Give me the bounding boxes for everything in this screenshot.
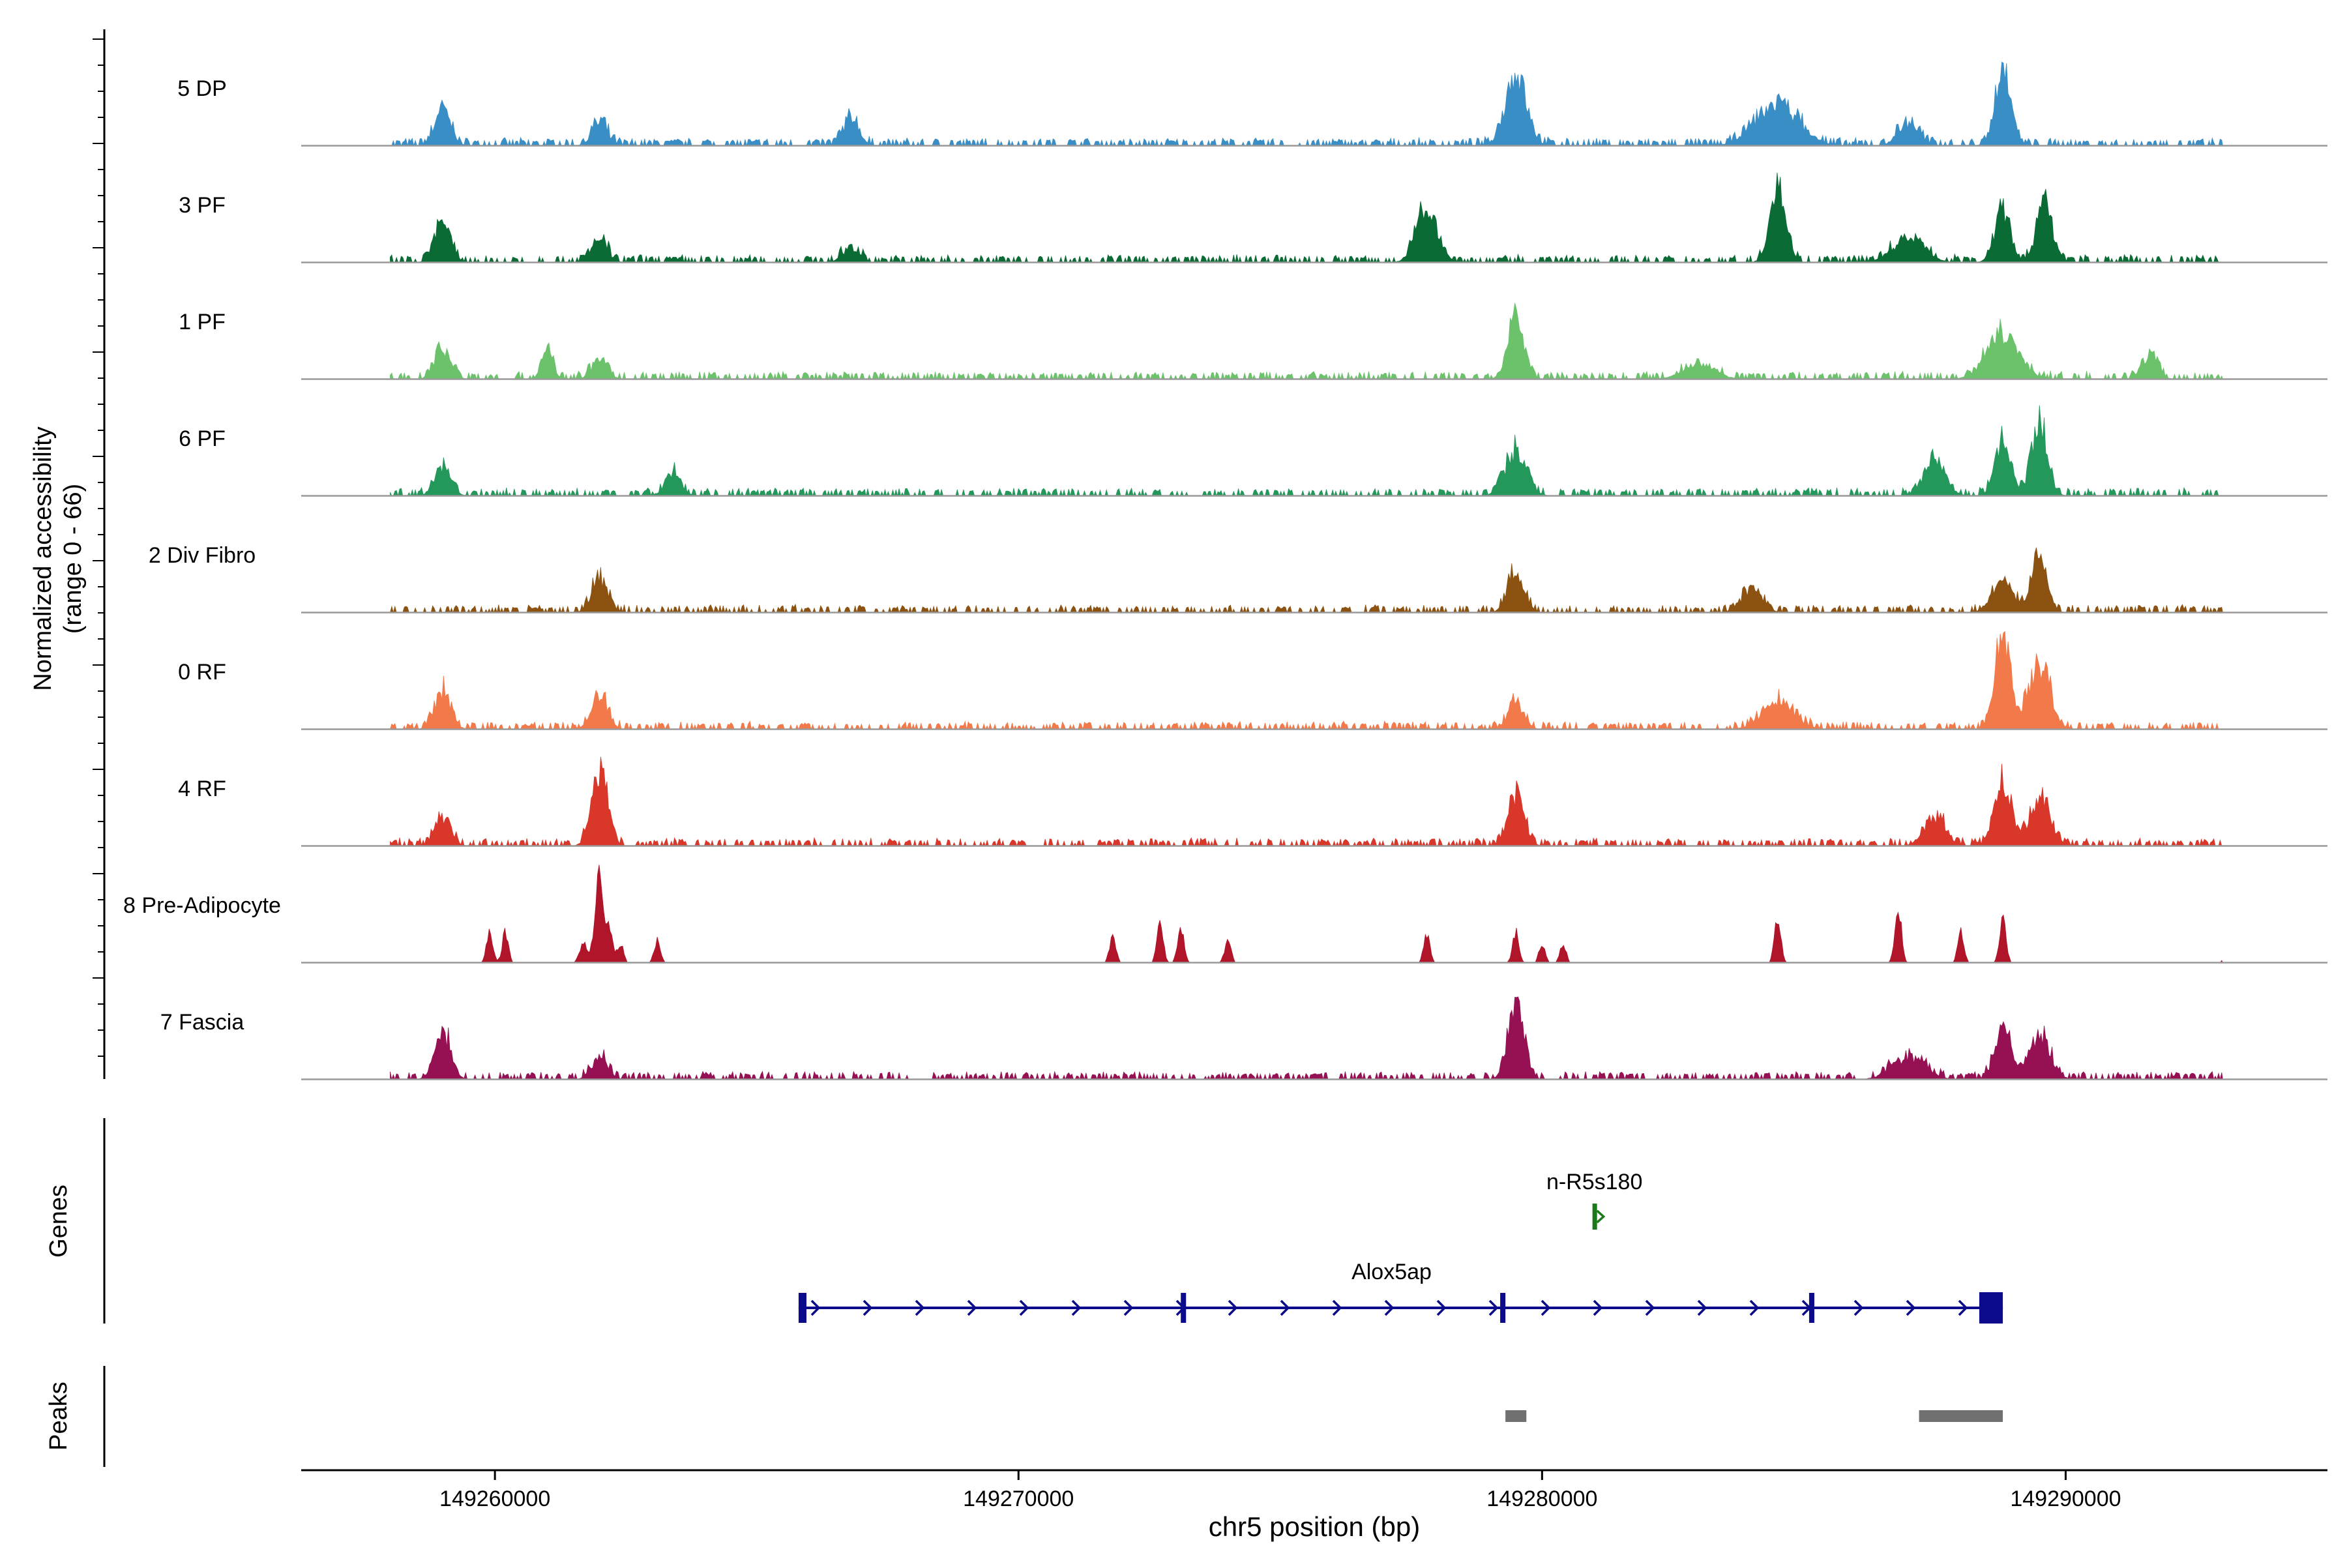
x-axis-label: chr5 position (bp) [1209, 1511, 1421, 1542]
x-tick-label: 149260000 [439, 1487, 550, 1511]
track-5: 2 Div Fibro [149, 543, 2327, 614]
track-label: 2 Div Fibro [149, 543, 256, 568]
strand-arrow [1749, 1299, 1760, 1316]
track-1: 5 DP [177, 61, 2327, 147]
track-label: 4 RF [178, 777, 226, 801]
track-6: 0 RF [178, 630, 2327, 731]
strand-arrow [1488, 1299, 1499, 1316]
y-axis-ticks [93, 38, 104, 1057]
x-axis-ticks: 149260000 149270000 149280000 149290000 [439, 1470, 2121, 1511]
track-4: 6 PF [179, 405, 2327, 497]
track-signal-area [390, 865, 2224, 963]
x-tick-label: 149290000 [2010, 1487, 2121, 1511]
track-label: 0 RF [178, 660, 226, 685]
strand-arrow [1697, 1299, 1707, 1316]
peak-region [1919, 1410, 2003, 1422]
track-label: 5 DP [177, 76, 227, 101]
exon-block [1592, 1204, 1597, 1230]
strand-arrow [863, 1299, 873, 1316]
track-3: 1 PF [179, 303, 2327, 381]
strand-arrow [1123, 1299, 1134, 1316]
gene-Alox5ap: Alox5ap [798, 1260, 2003, 1324]
strand-arrow [1906, 1299, 1916, 1316]
exon-block [798, 1293, 806, 1323]
strand-arrow [1071, 1299, 1082, 1316]
strand-arrow [1593, 1299, 1603, 1316]
track-signal-area [390, 756, 2223, 848]
track-7: 4 RF [178, 756, 2327, 848]
exon-block [1181, 1293, 1187, 1323]
peak-region [1505, 1410, 1527, 1422]
peaks-panel-label: Peaks [45, 1382, 72, 1451]
track-label: 6 PF [179, 426, 226, 451]
strand-arrow [1541, 1299, 1551, 1316]
strand-arrow [1384, 1299, 1395, 1316]
track-label: 3 PF [179, 193, 226, 218]
gene-name-label: Alox5ap [1351, 1260, 1432, 1284]
y-axis-label: Normalized accessibility [29, 426, 57, 690]
exon-block [1808, 1293, 1814, 1323]
exon-block [1500, 1293, 1506, 1323]
strand-arrow [1228, 1299, 1238, 1316]
x-tick-label: 149280000 [1486, 1487, 1597, 1511]
track-9: 7 Fascia [160, 996, 2327, 1081]
y-axis-label-range: (range 0 - 66) [59, 484, 87, 634]
track-signal-area [389, 630, 2223, 731]
track-signal-area [390, 303, 2223, 381]
track-label: 1 PF [179, 310, 226, 334]
track-2: 3 PF [179, 172, 2327, 264]
exon-block [1979, 1292, 2003, 1324]
gene-n-R5s180: n-R5s180 [1546, 1170, 1642, 1230]
track-signal-area [390, 172, 2223, 264]
track-signal-area [390, 996, 2223, 1081]
track-signal-area [389, 547, 2223, 614]
track-signal-area [390, 405, 2223, 497]
accessibility-tracks: 5 DP 3 PF 1 PF 6 PF 2 Div Fibro 0 RF 4 RF 8 Pre… [123, 61, 2327, 1081]
strand-arrow [1645, 1299, 1655, 1316]
strand-arrow [1332, 1299, 1342, 1316]
track-8: 8 Pre-Adipocyte [123, 865, 2327, 964]
x-tick-label: 149270000 [963, 1487, 1074, 1511]
strand-arrow [810, 1299, 821, 1316]
strand-arrow [967, 1299, 977, 1316]
gene-name-label: n-R5s180 [1546, 1170, 1642, 1194]
strand-arrow [1596, 1209, 1606, 1224]
genes-track: n-R5s180 Alox5ap [798, 1170, 2003, 1324]
strand-arrow [1958, 1299, 1968, 1316]
strand-arrow [1436, 1299, 1447, 1316]
strand-arrow [1853, 1299, 1864, 1316]
track-label: 7 Fascia [160, 1010, 244, 1035]
genes-panel-label: Genes [45, 1185, 72, 1258]
strand-arrow [1280, 1299, 1290, 1316]
peaks-track [1505, 1410, 2003, 1422]
track-label: 8 Pre-Adipocyte [123, 893, 281, 918]
strand-arrow [1019, 1299, 1029, 1316]
strand-arrow [915, 1299, 925, 1316]
track-signal-area [390, 61, 2223, 147]
